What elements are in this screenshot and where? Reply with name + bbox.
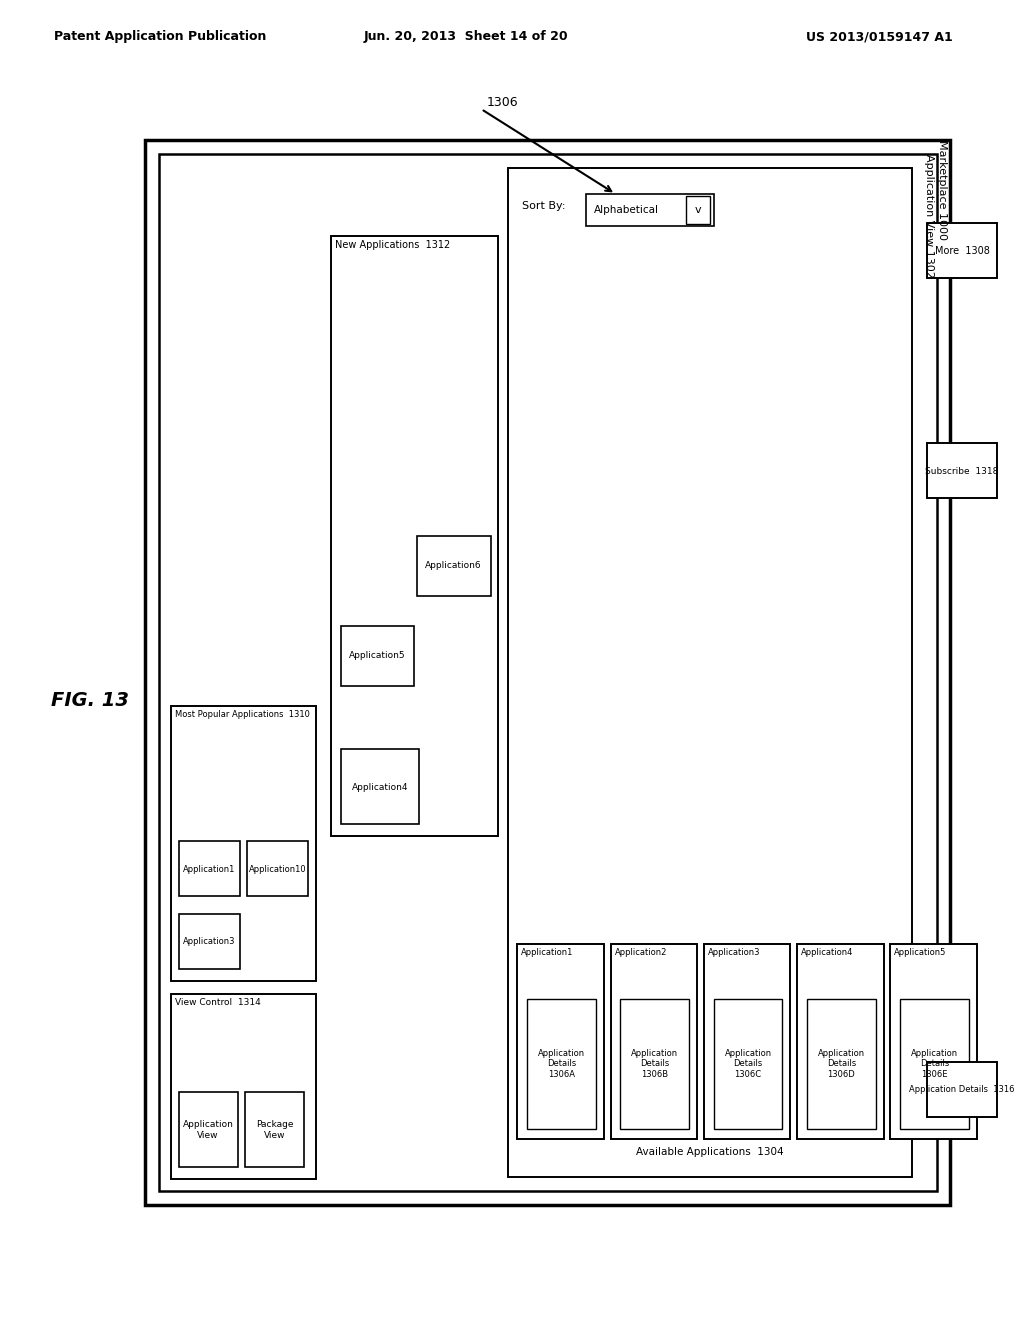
Text: Application5: Application5 (349, 652, 406, 660)
Text: Application1: Application1 (521, 948, 573, 957)
Text: 1306: 1306 (487, 96, 518, 110)
Text: v: v (694, 205, 701, 215)
Bar (159, 154, 937, 1191)
Bar (527, 999, 596, 1129)
Bar (417, 536, 490, 597)
Bar (621, 999, 689, 1129)
Bar (508, 168, 912, 1177)
Text: Application
Details
1306B: Application Details 1306B (631, 1049, 679, 1078)
Text: Application4: Application4 (801, 948, 854, 957)
Text: Application10: Application10 (249, 865, 306, 874)
Bar (171, 994, 316, 1179)
Bar (610, 944, 697, 1139)
Text: Jun. 20, 2013  Sheet 14 of 20: Jun. 20, 2013 Sheet 14 of 20 (364, 30, 568, 44)
Text: Application Details  1316: Application Details 1316 (909, 1085, 1015, 1094)
Bar (703, 944, 791, 1139)
Text: Application
Details
1306E: Application Details 1306E (911, 1049, 958, 1078)
Text: View Control  1314: View Control 1314 (175, 998, 260, 1007)
Bar (341, 748, 419, 824)
Bar (145, 140, 950, 1205)
Bar (714, 999, 782, 1129)
Bar (178, 913, 240, 969)
Text: Application1: Application1 (183, 865, 236, 874)
Text: More  1308: More 1308 (935, 246, 989, 256)
Text: Application
View: Application View (182, 1121, 233, 1139)
Bar (686, 195, 710, 224)
Text: Application3: Application3 (708, 948, 761, 957)
Bar (807, 999, 876, 1129)
Text: Package
View: Package View (256, 1121, 294, 1139)
Text: Sort By:: Sort By: (522, 201, 566, 211)
Bar (927, 1063, 997, 1117)
Text: Patent Application Publication: Patent Application Publication (54, 30, 266, 44)
Text: New Applications  1312: New Applications 1312 (335, 240, 450, 249)
Text: Available Applications  1304: Available Applications 1304 (636, 1147, 783, 1158)
Bar (927, 444, 997, 498)
Bar (178, 841, 240, 896)
Text: Application6: Application6 (425, 561, 482, 570)
Text: Most Popular Applications  1310: Most Popular Applications 1310 (175, 710, 309, 719)
Text: FIG. 13: FIG. 13 (51, 690, 129, 710)
Text: Application
Details
1306A: Application Details 1306A (538, 1049, 585, 1078)
Text: US 2013/0159147 A1: US 2013/0159147 A1 (806, 30, 952, 44)
Text: Application
Details
1306C: Application Details 1306C (725, 1049, 772, 1078)
Text: Application4: Application4 (351, 783, 409, 792)
Bar (900, 999, 969, 1129)
Bar (517, 944, 604, 1139)
Text: Application2: Application2 (614, 948, 667, 957)
Bar (586, 194, 714, 226)
Bar (248, 841, 308, 896)
Bar (798, 944, 884, 1139)
Text: Marketplace 1000: Marketplace 1000 (937, 140, 947, 240)
Bar (331, 236, 498, 836)
Bar (246, 1092, 304, 1167)
Text: Subscribe  1318: Subscribe 1318 (926, 466, 998, 475)
Text: Application
Details
1306D: Application Details 1306D (818, 1049, 865, 1078)
Text: Application View 1302: Application View 1302 (924, 154, 934, 279)
Bar (927, 223, 997, 279)
Bar (178, 1092, 238, 1167)
Text: Alphabetical: Alphabetical (594, 205, 659, 215)
Bar (171, 706, 316, 981)
Text: Application3: Application3 (183, 937, 236, 946)
Text: Application5: Application5 (894, 948, 947, 957)
Bar (341, 626, 415, 686)
Bar (891, 944, 977, 1139)
